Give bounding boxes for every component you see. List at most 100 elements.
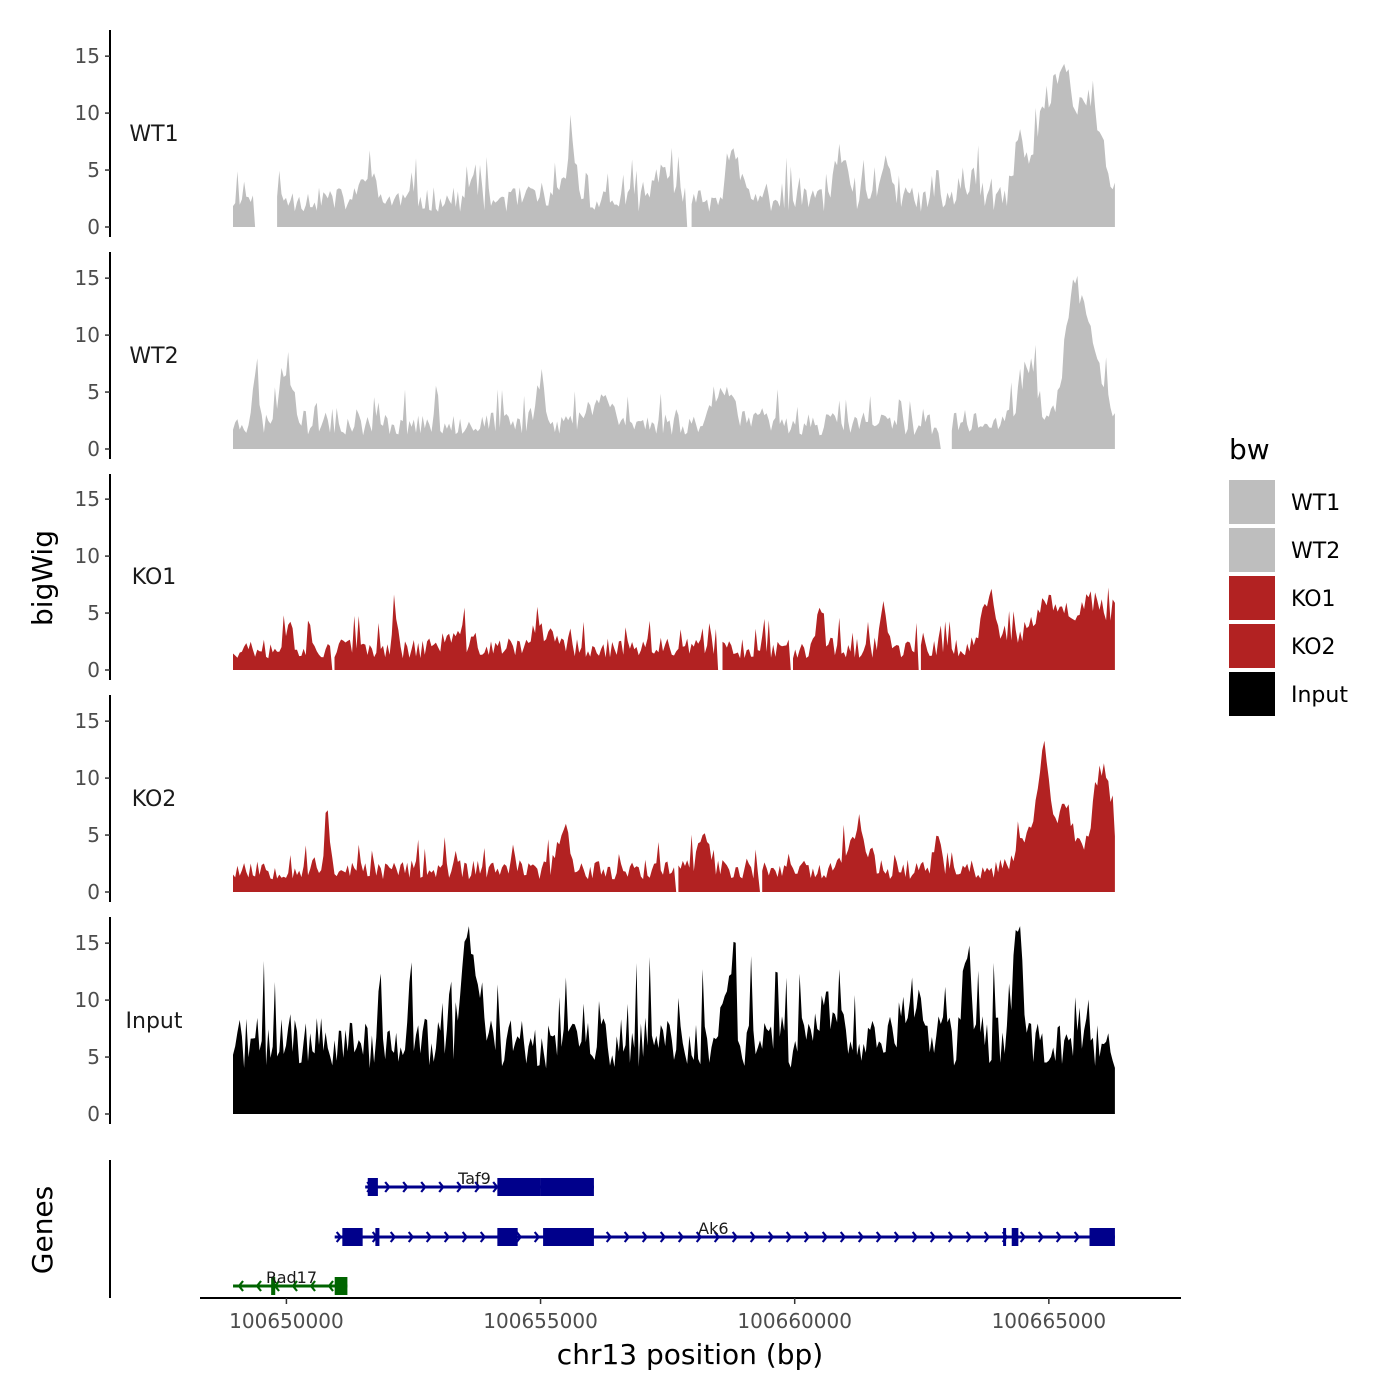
y-tick-label: 0 [87, 215, 100, 239]
track-label: WT2 [129, 344, 178, 369]
exon-block [1003, 1228, 1007, 1246]
y-tick-label: 5 [87, 158, 100, 182]
y-tick-label: 5 [87, 601, 100, 625]
exon-block [334, 1277, 348, 1295]
strand-arrow-icon [605, 1231, 613, 1243]
strand-arrow-icon [983, 1231, 991, 1243]
legend-swatch-wt2 [1229, 528, 1275, 572]
legend-swatch-ko2 [1229, 624, 1275, 668]
track-input: 0 5 10 15 Input [75, 917, 1115, 1126]
genes-panel-title: Genes [26, 1186, 59, 1274]
strand-arrow-icon [857, 1231, 865, 1243]
exon-block [497, 1228, 518, 1246]
strand-arrow-icon [407, 1231, 415, 1243]
y-tick-label: 5 [87, 380, 100, 404]
legend-swatch-input [1229, 672, 1275, 716]
gene-rad17: Rad17 [233, 1268, 348, 1295]
strand-arrow-icon [911, 1231, 919, 1243]
strand-arrow-icon [749, 1231, 757, 1243]
exon-block [375, 1228, 380, 1246]
exon-block [271, 1277, 276, 1295]
strand-arrow-icon [309, 1280, 316, 1292]
x-tick-label: 100665000 [992, 1309, 1107, 1333]
strand-arrow-icon [384, 1181, 391, 1193]
strand-arrow-icon [947, 1231, 955, 1243]
legend-label: WT1 [1291, 491, 1340, 516]
x-axis-title: chr13 position (bp) [557, 1338, 823, 1371]
y-tick-label: 0 [87, 658, 100, 682]
strand-arrow-icon [803, 1231, 811, 1243]
coverage-area-wt1 [233, 63, 1115, 228]
y-tick-label: 15 [75, 44, 100, 68]
track-ko1: 0 5 10 15 KO1 [75, 474, 1115, 682]
strand-arrow-icon [443, 1231, 451, 1243]
exon-block [1011, 1228, 1019, 1246]
y-tick-label: 0 [87, 1102, 100, 1126]
y-tick-label: 10 [75, 988, 100, 1012]
y-tick-label: 5 [87, 823, 100, 847]
legend: bw WT1 WT2 KO1 KO2 Input [1229, 433, 1348, 716]
track-label: Input [126, 1009, 183, 1034]
y-tick-label: 0 [87, 437, 100, 461]
gene-taf9: Taf9 [365, 1169, 594, 1196]
strand-arrow-icon [402, 1181, 409, 1193]
gene-ak6: Ak6 [334, 1219, 1115, 1246]
signal-tracks: 0 5 10 15 WT1 0 5 10 15 WT2 0 5 10 15 KO1 0 5 10 15 KO2 0 5 10… [75, 30, 1115, 1126]
legend-label: KO1 [1291, 587, 1336, 612]
strand-arrow-icon [929, 1231, 937, 1243]
y-tick-label: 15 [75, 487, 100, 511]
legend-label: Input [1291, 683, 1348, 708]
exon-block [342, 1228, 363, 1246]
gene-track: Taf9 Ak6 Rad17 [109, 1160, 1115, 1298]
track-label: KO2 [132, 787, 177, 812]
y-axis-title: bigWig [26, 530, 59, 626]
strand-arrow-icon [461, 1231, 469, 1243]
legend-swatch-wt1 [1229, 480, 1275, 524]
x-tick-label: 100655000 [483, 1309, 598, 1333]
y-tick-label: 10 [75, 766, 100, 790]
strand-arrow-icon [255, 1280, 262, 1292]
strand-arrow-icon [291, 1280, 298, 1292]
strand-arrow-icon [767, 1231, 775, 1243]
strand-arrow-icon [713, 1231, 721, 1243]
legend-title: bw [1229, 433, 1270, 466]
strand-arrow-icon [474, 1181, 481, 1193]
strand-arrow-icon [389, 1231, 397, 1243]
strand-arrow-icon [821, 1231, 829, 1243]
track-wt2: 0 5 10 15 WT2 [75, 252, 1115, 461]
strand-arrow-icon [327, 1280, 334, 1292]
strand-arrow-icon [1055, 1231, 1063, 1243]
strand-arrow-icon [659, 1231, 667, 1243]
legend-swatch-ko1 [1229, 576, 1275, 620]
strand-arrow-icon [875, 1231, 883, 1243]
gene-label: Taf9 [457, 1169, 491, 1188]
y-tick-label: 15 [75, 266, 100, 290]
x-tick-label: 100650000 [229, 1309, 344, 1333]
coverage-area-ko1 [233, 587, 1115, 670]
strand-arrow-icon [1073, 1231, 1081, 1243]
strand-arrow-icon [237, 1280, 244, 1292]
strand-arrow-icon [641, 1231, 649, 1243]
strand-arrow-icon [623, 1231, 631, 1243]
y-tick-label: 10 [75, 101, 100, 125]
y-tick-label: 10 [75, 544, 100, 568]
strand-arrow-icon [785, 1231, 793, 1243]
strand-arrow-icon [425, 1231, 433, 1243]
strand-arrow-icon [965, 1231, 973, 1243]
coverage-area-input [233, 926, 1115, 1114]
exon-block [540, 1178, 594, 1196]
strand-arrow-icon [731, 1231, 739, 1243]
track-ko2: 0 5 10 15 KO2 [75, 695, 1115, 904]
track-wt1: 0 5 10 15 WT1 [75, 30, 1115, 239]
track-label: KO1 [132, 565, 177, 590]
strand-arrow-icon [695, 1231, 703, 1243]
legend-label: WT2 [1291, 539, 1340, 564]
strand-arrow-icon [515, 1231, 523, 1243]
exon-block [497, 1178, 541, 1196]
exon-block [1089, 1228, 1115, 1246]
strand-arrow-icon [335, 1231, 343, 1243]
gene-label: Rad17 [266, 1268, 317, 1287]
strand-arrow-icon [438, 1181, 445, 1193]
strand-arrow-icon [456, 1181, 463, 1193]
